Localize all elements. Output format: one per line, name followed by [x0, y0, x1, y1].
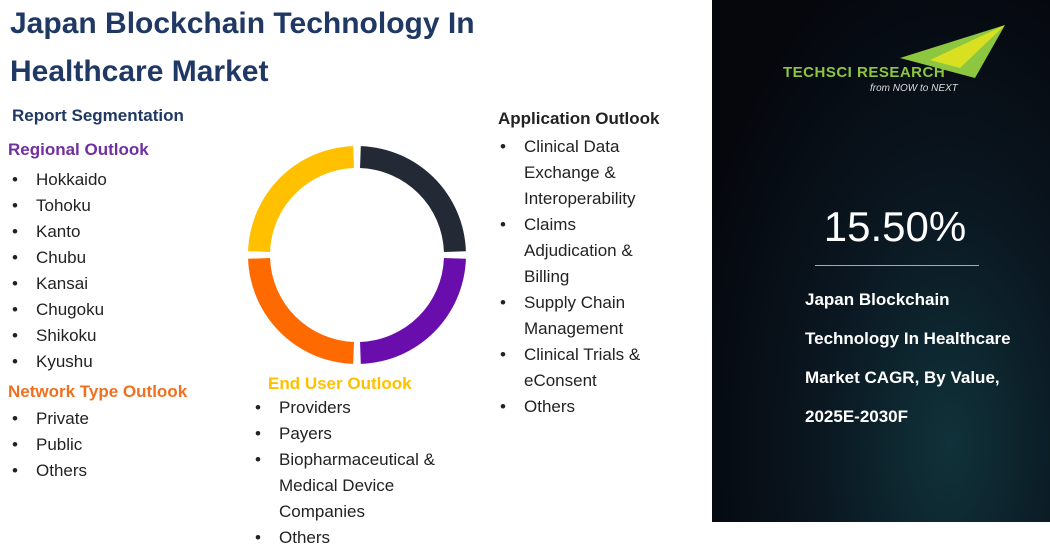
list-item: Others: [253, 525, 468, 545]
logo-swoosh: [930, 25, 1005, 68]
brand-tagline: from NOW to NEXT: [870, 83, 959, 94]
side-panel: [712, 0, 1050, 522]
list-item: Private: [10, 406, 210, 432]
donut-graphic: [248, 146, 466, 364]
list-item: Chubu: [10, 245, 210, 271]
list-item: Shikoku: [10, 323, 210, 349]
list-item: Clinical Data Exchange & Interoperabilit…: [498, 134, 668, 212]
list-item: Hokkaido: [10, 167, 210, 193]
section-title: Regional Outlook: [8, 140, 149, 159]
section-title: Application Outlook: [498, 109, 660, 128]
list-item: Public: [10, 432, 210, 458]
list-item: Others: [498, 394, 668, 420]
segmentation-heading: Report Segmentation: [12, 106, 184, 125]
brand-name: TECHSCI RESEARCH: [783, 64, 945, 81]
list-item: Kansai: [10, 271, 210, 297]
list-item: Payers: [253, 421, 468, 447]
list-item: Claims Adjudication & Billing: [498, 212, 668, 290]
section-title: End User Outlook: [268, 374, 412, 393]
item-list: PrivatePublicOthers: [10, 406, 210, 484]
donut-segment: [248, 258, 354, 364]
list-item: Others: [10, 458, 210, 484]
cagr-caption: Japan Blockchain Technology In Healthcar…: [805, 290, 1011, 426]
list-item: Tohoku: [10, 193, 210, 219]
list-item: Supply Chain Management: [498, 290, 668, 342]
donut-segment: [248, 146, 354, 252]
cagr-value: 15.50%: [823, 203, 967, 250]
item-list: Clinical Data Exchange & Interoperabilit…: [498, 134, 668, 420]
item-list: ProvidersPayersBiopharmaceutical & Medic…: [253, 395, 468, 545]
donut-segment: [360, 258, 466, 364]
section-title: Network Type Outlook: [8, 382, 188, 401]
logo: TECHSCI RESEARCH from NOW to NEXT: [783, 25, 1005, 94]
list-item: Kyushu: [10, 349, 210, 375]
donut-segment: [360, 146, 466, 252]
item-list: HokkaidoTohokuKantoChubuKansaiChugokuShi…: [10, 167, 210, 375]
list-item: Providers: [253, 395, 468, 421]
list-item: Chugoku: [10, 297, 210, 323]
list-item: Biopharmaceutical & Medical Device Compa…: [253, 447, 468, 525]
list-item: Kanto: [10, 219, 210, 245]
list-item: Clinical Trials & eConsent: [498, 342, 668, 394]
divider: [815, 265, 979, 266]
title: Japan Blockchain Technology In Healthcar…: [10, 7, 475, 88]
